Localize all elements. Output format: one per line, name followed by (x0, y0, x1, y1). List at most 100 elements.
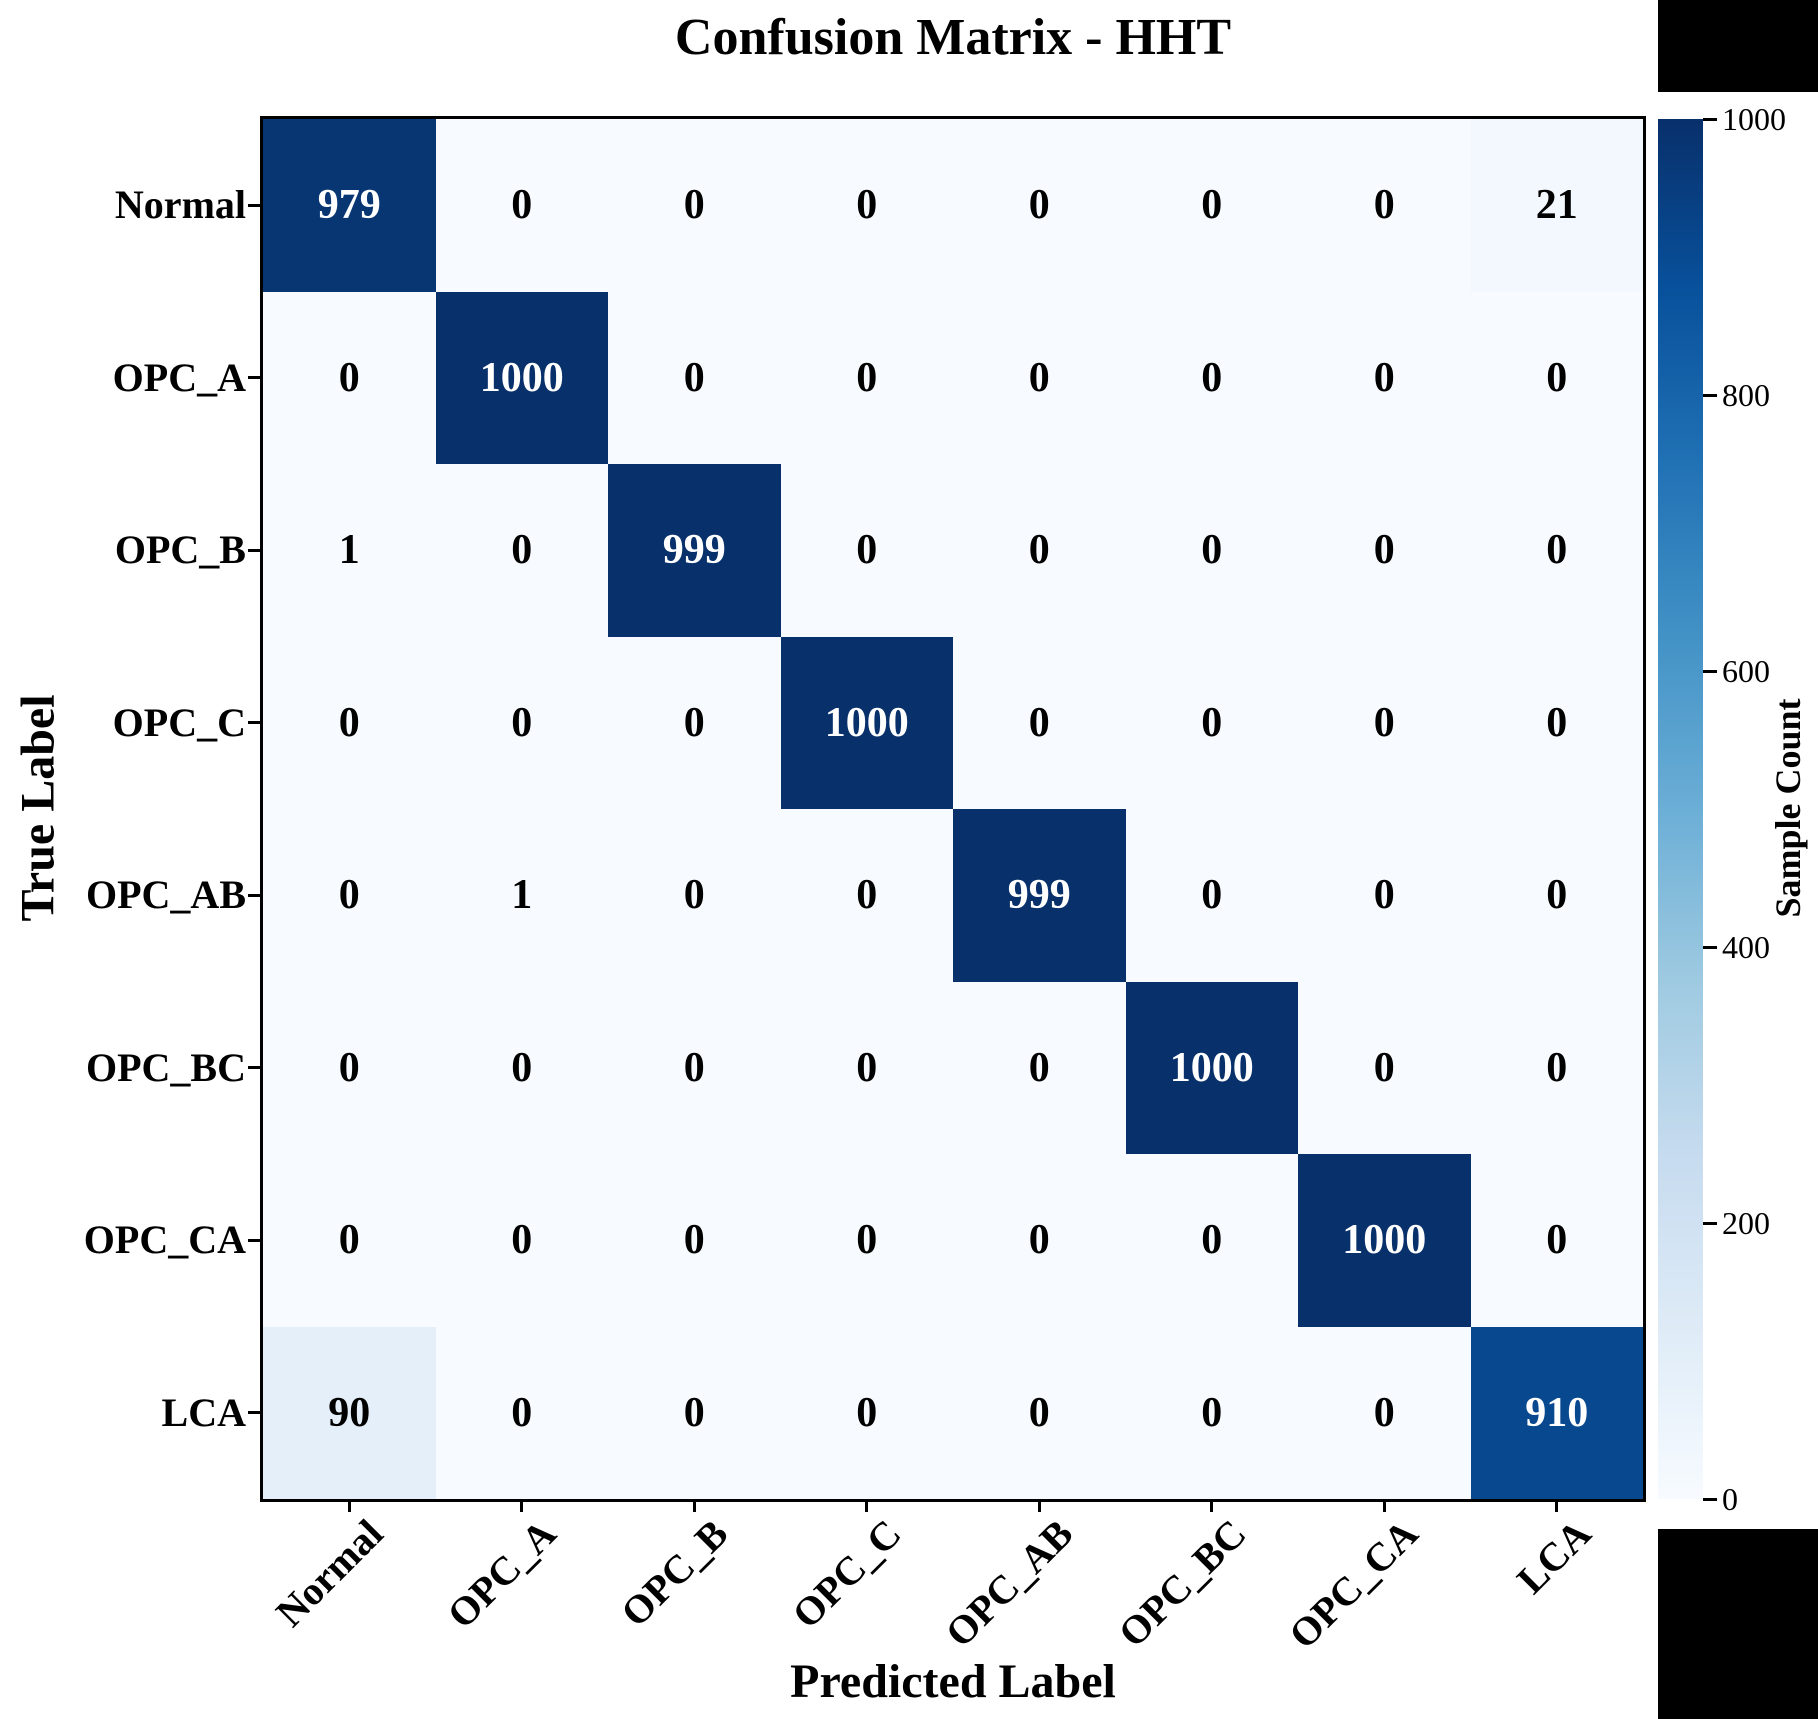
y-tick-mark (248, 893, 263, 897)
x-tick-mark (692, 1499, 696, 1512)
heatmap-cell: 0 (608, 1154, 781, 1327)
redaction-box-top (1658, 0, 1818, 92)
heatmap-cell: 0 (953, 1154, 1126, 1327)
heatmap-cell: 0 (1470, 291, 1643, 464)
colorbar-tick-label: 0 (1722, 1481, 1738, 1517)
heatmap-cell: 0 (608, 119, 781, 292)
colorbar-tick-label: 600 (1722, 653, 1770, 689)
heatmap-cell: 0 (435, 119, 608, 292)
colorbar (1658, 119, 1703, 1499)
heatmap-cell: 1000 (435, 291, 608, 464)
x-tick-mark (520, 1499, 524, 1512)
y-tick-label: OPC_AB (86, 872, 246, 918)
colorbar-tick-label: 400 (1722, 929, 1770, 965)
heatmap-cell: 0 (1125, 636, 1298, 809)
heatmap-cell: 979 (263, 119, 436, 292)
heatmap-cell: 0 (1125, 291, 1298, 464)
colorbar-tick-mark (1703, 1497, 1717, 1501)
heatmap-cell: 0 (263, 1154, 436, 1327)
heatmap-cell: 1 (263, 464, 436, 637)
heatmap-cell: 0 (953, 636, 1126, 809)
x-tick-mark (1555, 1499, 1559, 1512)
heatmap-cell: 1000 (780, 636, 953, 809)
y-tick-mark (248, 376, 263, 380)
heatmap-cell: 0 (263, 636, 436, 809)
x-tick-mark (865, 1499, 869, 1512)
x-tick-mark (1037, 1499, 1041, 1512)
heatmap-cell: 21 (1470, 119, 1643, 292)
heatmap-cell: 0 (953, 1326, 1126, 1499)
heatmap-cell: 0 (1298, 119, 1471, 292)
y-tick-mark (248, 1238, 263, 1242)
heatmap-grid: 979 0 0 0 0 0 0 21 0 1000 0 0 0 0 0 0 1 0 999 0 0 0 0 0 0 0 0 1000 0… (260, 116, 1646, 1502)
y-tick-mark (248, 548, 263, 552)
y-tick-label: OPC_BC (86, 1044, 246, 1090)
heatmap-cell: 910 (1470, 1326, 1643, 1499)
colorbar-tick-mark (1703, 117, 1717, 121)
heatmap-cell: 0 (780, 291, 953, 464)
heatmap-cell: 0 (780, 119, 953, 292)
y-tick-mark (248, 1066, 263, 1070)
heatmap-cell: 0 (780, 1154, 953, 1327)
heatmap-cell: 999 (953, 809, 1126, 982)
heatmap-cell: 0 (1298, 464, 1471, 637)
heatmap-cell: 0 (1470, 809, 1643, 982)
heatmap-cell: 90 (263, 1326, 436, 1499)
heatmap-cell: 999 (608, 464, 781, 637)
heatmap-cell: 0 (780, 464, 953, 637)
heatmap-cell: 0 (435, 464, 608, 637)
heatmap-cell: 0 (953, 981, 1126, 1154)
heatmap-cell: 0 (1298, 1326, 1471, 1499)
colorbar-tick-label: 200 (1722, 1205, 1770, 1241)
heatmap-cell: 0 (435, 1326, 608, 1499)
y-tick-mark (248, 721, 263, 725)
y-tick-label: Normal (114, 182, 246, 228)
colorbar-tick-mark (1703, 669, 1717, 673)
colorbar-tick-label: 800 (1722, 377, 1770, 413)
heatmap-cell: 0 (1470, 636, 1643, 809)
heatmap-cell: 0 (1470, 1154, 1643, 1327)
heatmap-cell: 0 (1125, 809, 1298, 982)
heatmap-cell: 0 (1125, 464, 1298, 637)
heatmap-cell: 0 (1470, 464, 1643, 637)
heatmap-cell: 0 (608, 636, 781, 809)
heatmap-cell: 0 (1125, 1154, 1298, 1327)
x-tick-mark (1382, 1499, 1386, 1512)
heatmap-cell: 1000 (1298, 1154, 1471, 1327)
heatmap-cell: 0 (435, 1154, 608, 1327)
heatmap-cell: 0 (435, 636, 608, 809)
y-tick-label: OPC_CA (83, 1217, 246, 1263)
heatmap-cell: 0 (780, 981, 953, 1154)
y-tick-mark (248, 1411, 263, 1415)
heatmap-cell: 0 (435, 981, 608, 1154)
x-tick-mark (1210, 1499, 1214, 1512)
heatmap-cell: 0 (953, 291, 1126, 464)
heatmap-cell: 0 (953, 119, 1126, 292)
heatmap-cell: 0 (1125, 119, 1298, 292)
heatmap-cell: 0 (263, 291, 436, 464)
redaction-box-bottom (1658, 1529, 1818, 1719)
x-tick-mark (347, 1499, 351, 1512)
heatmap-cell: 0 (608, 1326, 781, 1499)
y-tick-label: OPC_C (112, 699, 246, 745)
heatmap-cell: 0 (1298, 981, 1471, 1154)
heatmap-cell: 1 (435, 809, 608, 982)
heatmap-cell: 0 (780, 1326, 953, 1499)
x-axis-title: Predicted Label (790, 1655, 1116, 1708)
heatmap-cell: 0 (780, 809, 953, 982)
y-tick-label: OPC_A (112, 354, 246, 400)
heatmap-cell: 0 (1298, 636, 1471, 809)
colorbar-tick-mark (1703, 1221, 1717, 1225)
colorbar-title: Sample Count (1768, 698, 1808, 918)
colorbar-tick-mark (1703, 393, 1717, 397)
heatmap-cell: 0 (1125, 1326, 1298, 1499)
heatmap-cell: 0 (608, 981, 781, 1154)
heatmap-cell: 0 (608, 291, 781, 464)
y-tick-label: OPC_B (114, 527, 246, 573)
y-tick-label: LCA (161, 1389, 246, 1435)
y-tick-mark (248, 203, 263, 207)
heatmap-cell: 1000 (1125, 981, 1298, 1154)
chart-title: Confusion Matrix - HHT (674, 9, 1232, 66)
y-axis-title: True Label (11, 694, 65, 922)
